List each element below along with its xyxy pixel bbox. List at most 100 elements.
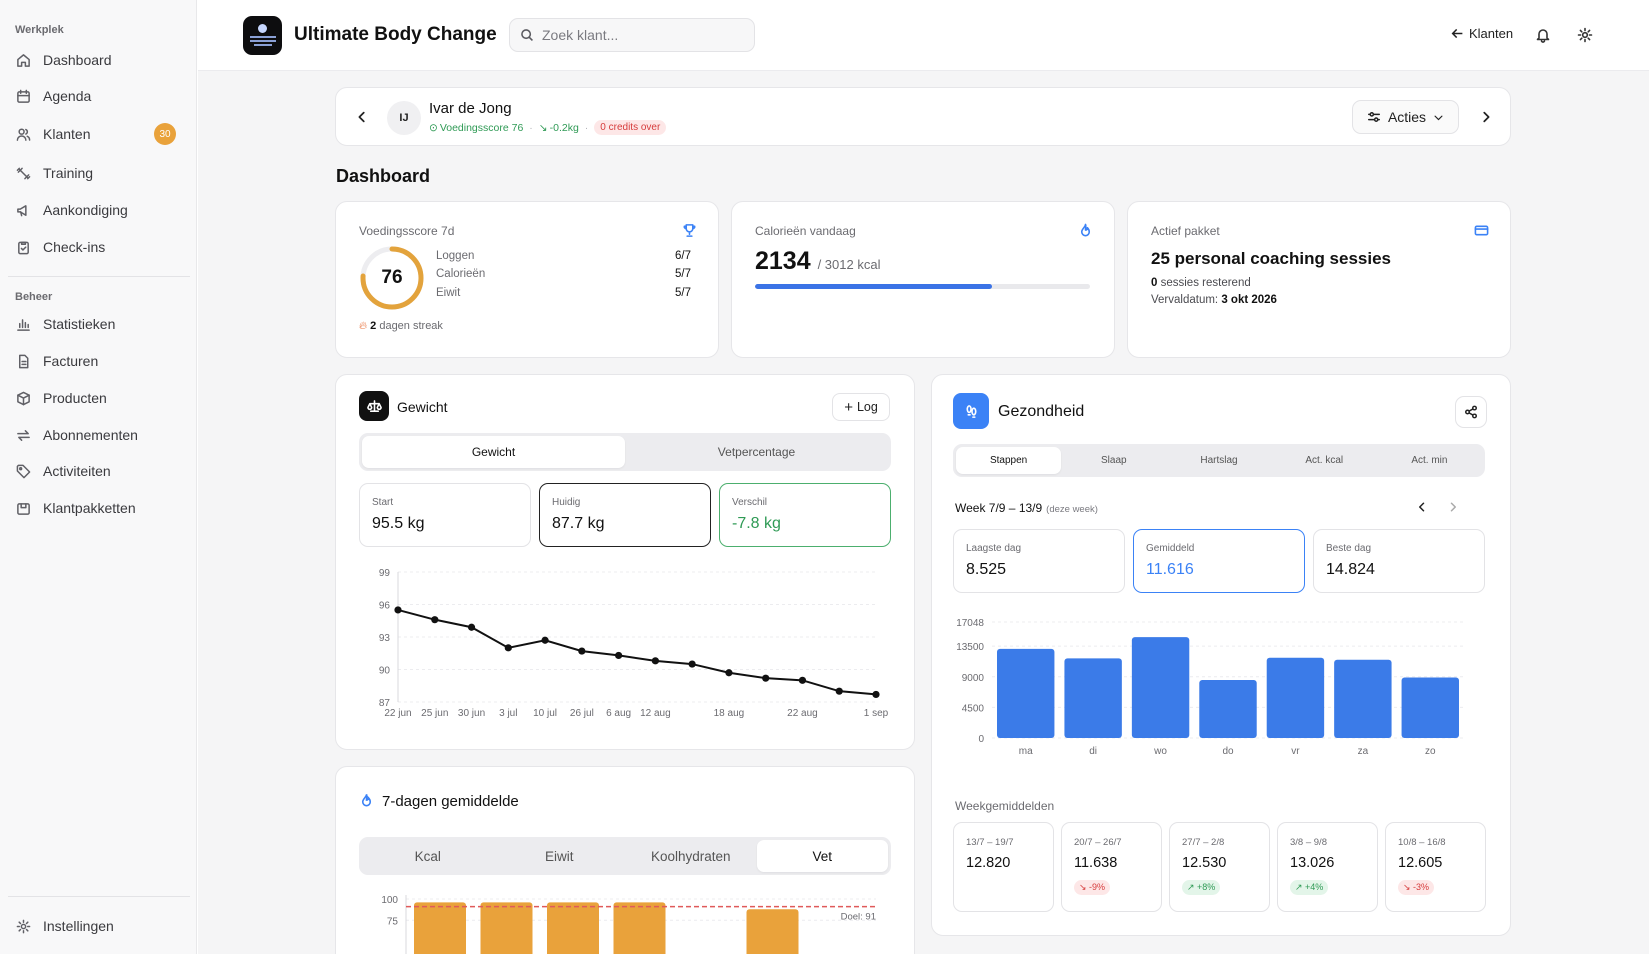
y-tick-label: 90	[379, 666, 391, 677]
x-tick-label: ma	[1019, 746, 1033, 757]
chevron-right-icon	[1483, 111, 1490, 123]
weekly-value: 13.026	[1290, 855, 1335, 871]
plus-icon: +	[844, 398, 853, 416]
sidebar-item-label: Producten	[43, 390, 107, 406]
sidebar-item-facturen[interactable]: Facturen	[10, 345, 186, 377]
macro-bar	[613, 902, 666, 954]
scale-icon	[359, 391, 389, 421]
sidebar-item-producten[interactable]: Producten	[10, 382, 186, 414]
tab-vet[interactable]: Vet	[756, 840, 888, 872]
actions-dropdown[interactable]: Acties	[1352, 100, 1459, 134]
main-content: Ultimate Body Change Klanten IJ Ivar de …	[198, 0, 1649, 954]
weekly-averages-label: Weekgemiddelden	[955, 799, 1055, 813]
next-client-button[interactable]	[1476, 107, 1496, 127]
macro-bar	[547, 902, 599, 954]
sidebar-item-label: Aankondiging	[43, 202, 128, 218]
y-tick-label: 99	[379, 568, 391, 579]
calories-label: Calorieën vandaag	[755, 224, 856, 238]
sidebar-item-klantpakketten[interactable]: Klantpakketten	[10, 492, 186, 524]
weight-point	[798, 676, 807, 684]
weight-point	[872, 690, 880, 699]
tab-vetpercentage[interactable]: Vetpercentage	[717, 445, 796, 459]
tab-kcal[interactable]: Kcal	[414, 848, 441, 864]
macro-bar	[746, 909, 799, 954]
weight-point	[651, 657, 659, 665]
tab-stappen[interactable]: Stappen	[956, 447, 1062, 474]
tab-hartslag[interactable]: Hartslag	[1200, 455, 1238, 466]
weight-point	[394, 606, 402, 614]
macro-bar	[480, 902, 533, 954]
search-icon	[521, 29, 533, 41]
sidebar-item-agenda[interactable]: Agenda	[10, 80, 186, 112]
log-weight-button[interactable]: + Log	[832, 393, 890, 421]
sidebar-divider	[8, 276, 190, 277]
gear-icon	[1577, 27, 1593, 43]
tab-act-kcal[interactable]: Act. kcal	[1305, 455, 1344, 466]
weekly-change-badge: ↗ +8%	[1182, 880, 1221, 895]
search-input[interactable]	[542, 27, 732, 43]
sidebar-item-instellingen[interactable]: Instellingen	[10, 910, 186, 942]
calories-progress-fill	[755, 284, 993, 289]
weekly-value: 12.530	[1182, 855, 1227, 871]
weight-point	[541, 636, 549, 644]
weight-point	[688, 660, 696, 668]
y-tick-label: 100	[381, 895, 398, 906]
flame-icon	[1075, 220, 1095, 240]
weight-point	[762, 674, 770, 682]
steps-bar	[1064, 658, 1122, 738]
health-card: Gezondheid Stappen Slaap Hartslag Act. k…	[931, 374, 1511, 936]
flame-icon: 🔥︎	[359, 320, 368, 332]
box-icon	[17, 391, 30, 405]
score-row-calorieen: Calorieën 5/7	[436, 268, 691, 280]
notifications-button[interactable]	[1533, 25, 1553, 45]
previous-week-button[interactable]	[1412, 497, 1432, 517]
sidebar-item-dashboard[interactable]: Dashboard	[10, 44, 186, 76]
weekly-average-card: 27/7 – 2/8 12.530 ↗ +8%	[1169, 822, 1270, 912]
app-logo	[243, 16, 282, 55]
file-icon	[19, 354, 29, 368]
sidebar-item-activiteiten[interactable]: Activiteiten	[10, 455, 186, 487]
tab-koolhydraten[interactable]: Koolhydraten	[650, 848, 731, 864]
sidebar-item-label: Instellingen	[43, 918, 114, 934]
trend-down-icon: ↘	[538, 121, 548, 134]
tab-eiwit[interactable]: Eiwit	[544, 848, 574, 864]
check-circle-icon: ⊙	[429, 121, 438, 134]
sidebar-item-klanten[interactable]: Klanten 30	[10, 118, 186, 150]
sidebar-item-training[interactable]: Training	[10, 157, 186, 189]
previous-client-button[interactable]	[352, 107, 372, 127]
tab-gewicht[interactable]: Gewicht	[362, 436, 625, 468]
x-tick-label: di	[1089, 746, 1097, 757]
share-button[interactable]	[1455, 396, 1487, 428]
next-week-button[interactable]	[1443, 497, 1463, 517]
active-package-card: Actief pakket 25 personal coaching sessi…	[1127, 201, 1511, 358]
tab-slaap[interactable]: Slaap	[1101, 455, 1127, 466]
repeat-icon	[17, 429, 30, 441]
macro-tabs: Kcal Eiwit Koolhydraten Vet	[359, 837, 891, 875]
tab-act-min[interactable]: Act. min	[1411, 455, 1448, 466]
x-tick-label: 6 aug	[606, 708, 631, 719]
sidebar-item-label: Klantpakketten	[43, 500, 136, 516]
weekly-change-badge: ↘ -9%	[1074, 880, 1111, 895]
sidebar-item-statistieken[interactable]: Statistieken	[10, 308, 186, 340]
search-box[interactable]	[509, 18, 755, 52]
steps-bar	[1199, 679, 1257, 738]
calories-progress-bar	[755, 284, 1090, 289]
best-day-box: Beste dag 14.824	[1313, 529, 1485, 593]
actions-label: Acties	[1387, 109, 1427, 125]
x-tick-label: 22 jun	[384, 708, 411, 719]
weight-series-line	[397, 608, 877, 696]
sidebar-item-label: Activiteiten	[43, 463, 111, 479]
x-tick-label: zo	[1425, 746, 1436, 757]
x-tick-label: vr	[1291, 746, 1300, 757]
sidebar-item-aankondiging[interactable]: Aankondiging	[10, 194, 186, 226]
package-expiry: Vervaldatum: 3 okt 2026	[1151, 294, 1277, 306]
sidebar-section-beheer: Beheer	[15, 291, 53, 303]
settings-button[interactable]	[1575, 25, 1595, 45]
sidebar-item-check-ins[interactable]: Check-ins	[10, 231, 186, 263]
weekly-range: 3/8 – 9/8	[1290, 837, 1327, 848]
sidebar-item-abonnementen[interactable]: Abonnementen	[10, 419, 186, 451]
back-to-clients-link[interactable]: Klanten	[1451, 26, 1513, 41]
sidebar-item-label: Dashboard	[43, 52, 112, 68]
weight-point	[504, 644, 512, 652]
clipboard-icon	[18, 241, 29, 254]
